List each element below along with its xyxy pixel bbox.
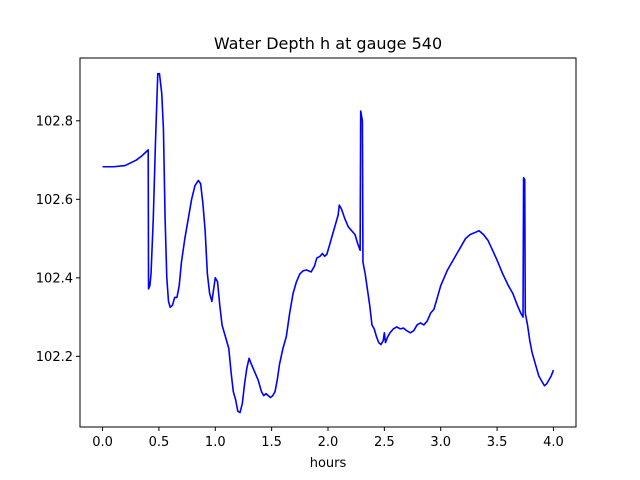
x-tick-label: 4.0 xyxy=(543,435,564,450)
y-axis: 102.2 102.4 102.6 102.8 xyxy=(36,114,80,365)
series-layer xyxy=(102,72,555,414)
x-tick-label: 0.5 xyxy=(149,435,170,450)
x-tick-label: 0.0 xyxy=(92,435,113,450)
x-tick-label: 3.5 xyxy=(487,435,508,450)
x-axis-label: hours xyxy=(310,456,347,471)
x-tick-label: 1.0 xyxy=(205,435,226,450)
y-tick-label: 102.6 xyxy=(36,193,73,208)
x-tick-label: 2.0 xyxy=(318,435,339,450)
y-tick-label: 102.2 xyxy=(36,350,73,365)
x-tick-label: 2.5 xyxy=(374,435,395,450)
x-tick-label: 3.0 xyxy=(430,435,451,450)
series-line xyxy=(102,72,555,414)
y-tick-label: 102.8 xyxy=(36,114,73,129)
x-axis: 0.0 0.5 1.0 1.5 2.0 2.5 3.0 3.5 4.0 xyxy=(92,427,564,450)
y-tick-label: 102.4 xyxy=(36,271,73,286)
chart-title: Water Depth h at gauge 540 xyxy=(214,34,442,53)
x-tick-label: 1.5 xyxy=(261,435,282,450)
plot-frame xyxy=(79,57,577,428)
